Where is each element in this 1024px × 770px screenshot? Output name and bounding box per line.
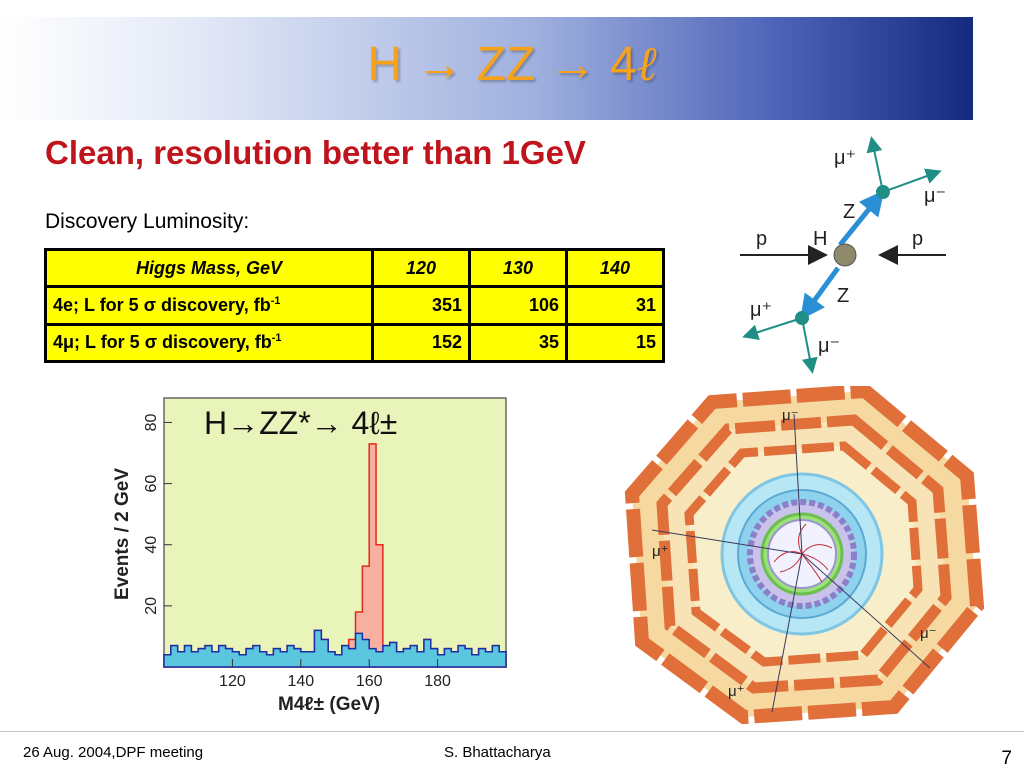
z-top-vertex xyxy=(876,185,890,199)
z-bottom-vertex xyxy=(795,311,809,325)
chart-xlabel: M4ℓ± (GeV) xyxy=(278,694,380,715)
muon-top-2-line xyxy=(882,168,942,193)
track-curve-4 xyxy=(779,553,803,573)
discovery-luminosity-label: Discovery Luminosity: xyxy=(45,210,250,233)
muon-track-right xyxy=(801,553,931,669)
x-tick-label: 180 xyxy=(424,673,451,690)
muon-track-top xyxy=(793,413,803,555)
row-label-4e-sup: -1 xyxy=(270,294,281,307)
slide-title-ell: ℓ xyxy=(636,36,657,92)
row-label-4mu-sup: -1 xyxy=(271,332,282,345)
label-p-left: p xyxy=(756,228,767,250)
x-tick-label: 160 xyxy=(356,673,383,690)
track-curve-1 xyxy=(801,544,833,555)
page-number: 7 xyxy=(1001,748,1012,769)
background-histogram xyxy=(163,629,507,668)
cell-4e-130: 106 xyxy=(468,285,568,326)
decay-diagram: μ⁺ μ⁻ Z p H p Z μ⁺ μ⁻ xyxy=(740,136,946,374)
track-curve-6 xyxy=(798,523,807,555)
cell-4mu-120: 152 xyxy=(371,322,471,364)
label-z-top: Z xyxy=(843,201,855,223)
label-mu-minus-top: μ⁻ xyxy=(924,185,946,207)
label-z-bottom: Z xyxy=(837,285,849,307)
row-label-4e-text: 4e; L for 5 σ discovery, fb xyxy=(53,294,271,315)
cell-4e-120: 351 xyxy=(371,285,471,326)
label-h: H xyxy=(813,228,827,250)
track-curve-5 xyxy=(801,553,829,571)
chart-ylabel: Events / 2 GeV xyxy=(112,468,133,600)
footer-left: 26 Aug. 2004,DPF meeting xyxy=(23,744,204,761)
detector-label-mu-minus-right: μ⁻ xyxy=(920,625,937,642)
plot-panel xyxy=(163,397,507,668)
y-tick-label: 20 xyxy=(143,597,160,615)
header-higgs-mass: Higgs Mass, GeV xyxy=(44,247,374,289)
y-tick-label: 80 xyxy=(143,413,160,431)
table-row: 4e; L for 5 σ discovery, fb-1 351 106 31 xyxy=(44,285,665,326)
label-mu-plus-bottom: μ⁺ xyxy=(750,299,772,321)
row-label-4mu: 4μ; L for 5 σ discovery, fb-1 xyxy=(44,322,374,364)
header-mass-140: 140 xyxy=(565,247,665,289)
slide-title-text: H → ZZ → 4 xyxy=(367,38,637,91)
header-mass-120: 120 xyxy=(371,247,471,289)
z-top-line xyxy=(838,190,885,247)
footer-divider xyxy=(0,731,1024,732)
row-label-4mu-text: 4μ; L for 5 σ discovery, fb xyxy=(53,332,272,353)
muon-track-left xyxy=(651,529,803,555)
track-curve-3 xyxy=(801,553,823,583)
row-label-4e: 4e; L for 5 σ discovery, fb-1 xyxy=(44,285,374,326)
slide-title: H → ZZ → 4ℓ xyxy=(0,36,1024,92)
mass-histogram: 120 140 160 180 20 40 60 80 H→ZZ*→ 4ℓ± Events /… xyxy=(112,397,507,715)
muon-bottom-1-line xyxy=(742,317,803,340)
label-mu-minus-bottom: μ⁻ xyxy=(818,335,840,357)
cell-4mu-140: 15 xyxy=(565,322,665,364)
chart-title: H→ZZ*→ 4ℓ± xyxy=(204,405,397,441)
higgs-blob xyxy=(833,243,857,267)
detector-label-mu-minus-top: μ⁻ xyxy=(782,407,799,424)
y-tick-label: 40 xyxy=(143,536,160,554)
table-row: 4μ; L for 5 σ discovery, fb-1 152 35 15 xyxy=(44,322,665,364)
cell-4mu-130: 35 xyxy=(468,322,568,364)
title-banner xyxy=(0,17,973,120)
table-header-row: Higgs Mass, GeV 120 130 140 xyxy=(44,247,665,289)
label-mu-plus-top: μ⁺ xyxy=(834,147,856,169)
x-tick-label: 140 xyxy=(287,673,314,690)
footer-center: S. Bhattacharya xyxy=(444,744,551,761)
track-curve-2 xyxy=(773,551,803,563)
muon-top-1-line xyxy=(866,136,884,193)
z-bottom-line xyxy=(800,266,841,321)
luminosity-table: Higgs Mass, GeV 120 130 140 4e; L for 5 … xyxy=(44,247,665,364)
muon-track-bottom xyxy=(771,553,803,713)
slide-subtitle: Clean, resolution better than 1GeV xyxy=(45,134,586,171)
header-mass-130: 130 xyxy=(468,247,568,289)
detector-event-display: μ⁻ μ⁺ μ⁻ μ⁺ xyxy=(624,386,984,724)
detector-label-mu-plus-left: μ⁺ xyxy=(652,543,669,560)
muon-bottom-2-line xyxy=(801,317,818,374)
detector-label-mu-plus-bottom: μ⁺ xyxy=(728,683,745,700)
x-tick-label: 120 xyxy=(219,673,246,690)
y-tick-label: 60 xyxy=(143,475,160,493)
label-p-right: p xyxy=(912,228,923,250)
cell-4e-140: 31 xyxy=(565,285,665,326)
